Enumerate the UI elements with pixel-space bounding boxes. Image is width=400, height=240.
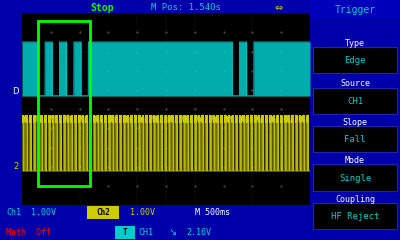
Bar <box>38 21 90 186</box>
FancyBboxPatch shape <box>313 47 397 73</box>
FancyBboxPatch shape <box>313 88 397 114</box>
FancyBboxPatch shape <box>313 126 397 152</box>
FancyBboxPatch shape <box>310 0 400 19</box>
Text: CH1: CH1 <box>347 97 363 106</box>
Text: Single: Single <box>339 174 371 183</box>
Text: M Pos: 1.540s: M Pos: 1.540s <box>151 3 221 12</box>
Text: Type: Type <box>345 39 365 48</box>
Text: 1.00V: 1.00V <box>130 208 155 217</box>
Text: ⇔: ⇔ <box>275 3 283 13</box>
Text: Fall: Fall <box>344 135 366 144</box>
Text: T: T <box>123 228 127 237</box>
Text: 2: 2 <box>14 162 19 171</box>
Text: Coupling: Coupling <box>335 195 375 204</box>
Text: Mode: Mode <box>345 156 365 165</box>
Text: Ch2: Ch2 <box>96 208 110 217</box>
Text: Stop: Stop <box>90 3 114 13</box>
Text: 2.16V: 2.16V <box>186 228 211 237</box>
Text: CH1: CH1 <box>138 228 153 237</box>
Text: HF Reject: HF Reject <box>331 212 379 221</box>
Text: Math  Off: Math Off <box>6 228 51 237</box>
FancyBboxPatch shape <box>115 226 135 239</box>
FancyBboxPatch shape <box>313 164 397 191</box>
Text: Ch1: Ch1 <box>6 208 21 217</box>
FancyBboxPatch shape <box>313 203 397 229</box>
Text: M 500ms: M 500ms <box>195 208 230 217</box>
Text: D: D <box>13 87 19 96</box>
Text: Trigger: Trigger <box>334 5 376 15</box>
Text: ↘: ↘ <box>169 227 177 237</box>
Text: Source: Source <box>340 79 370 89</box>
Text: Slope: Slope <box>342 118 368 127</box>
Text: 1.00V: 1.00V <box>31 208 56 217</box>
Text: Edge: Edge <box>344 56 366 65</box>
FancyBboxPatch shape <box>87 205 119 219</box>
